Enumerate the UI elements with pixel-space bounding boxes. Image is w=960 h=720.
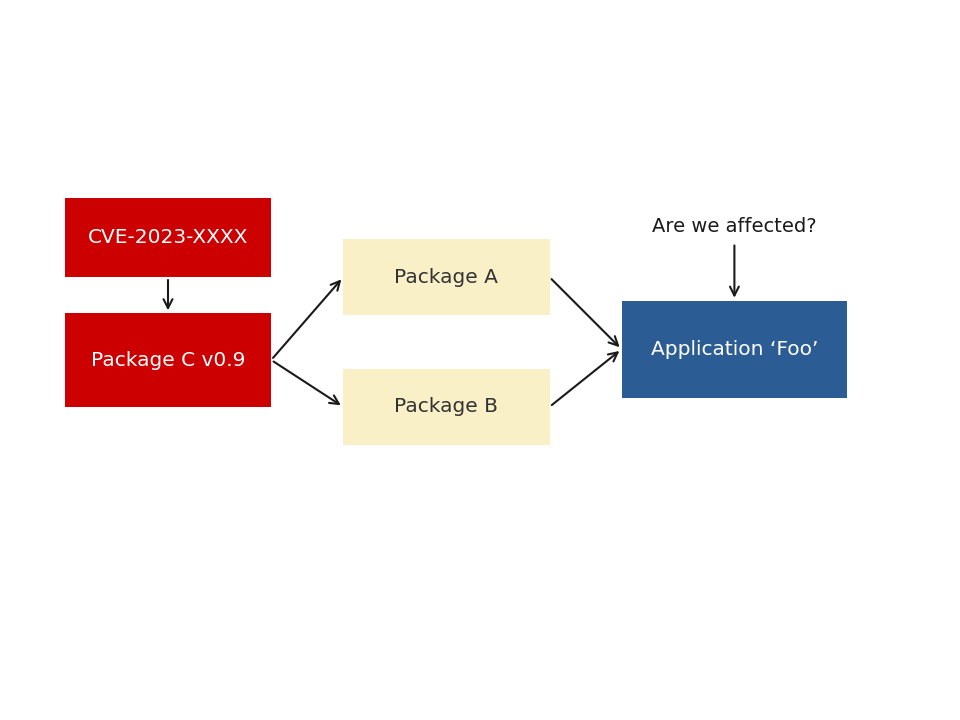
FancyBboxPatch shape [344, 369, 549, 444]
Text: Package C v0.9: Package C v0.9 [91, 351, 245, 369]
Text: CVE-2023-XXXX: CVE-2023-XXXX [87, 228, 249, 247]
FancyBboxPatch shape [621, 301, 847, 397]
Text: Package B: Package B [395, 397, 498, 416]
Text: Are we affected?: Are we affected? [652, 217, 817, 236]
FancyBboxPatch shape [64, 313, 271, 407]
Text: Package A: Package A [395, 268, 498, 287]
FancyBboxPatch shape [64, 198, 271, 277]
FancyBboxPatch shape [344, 239, 549, 315]
Text: Application ‘Foo’: Application ‘Foo’ [651, 340, 818, 359]
